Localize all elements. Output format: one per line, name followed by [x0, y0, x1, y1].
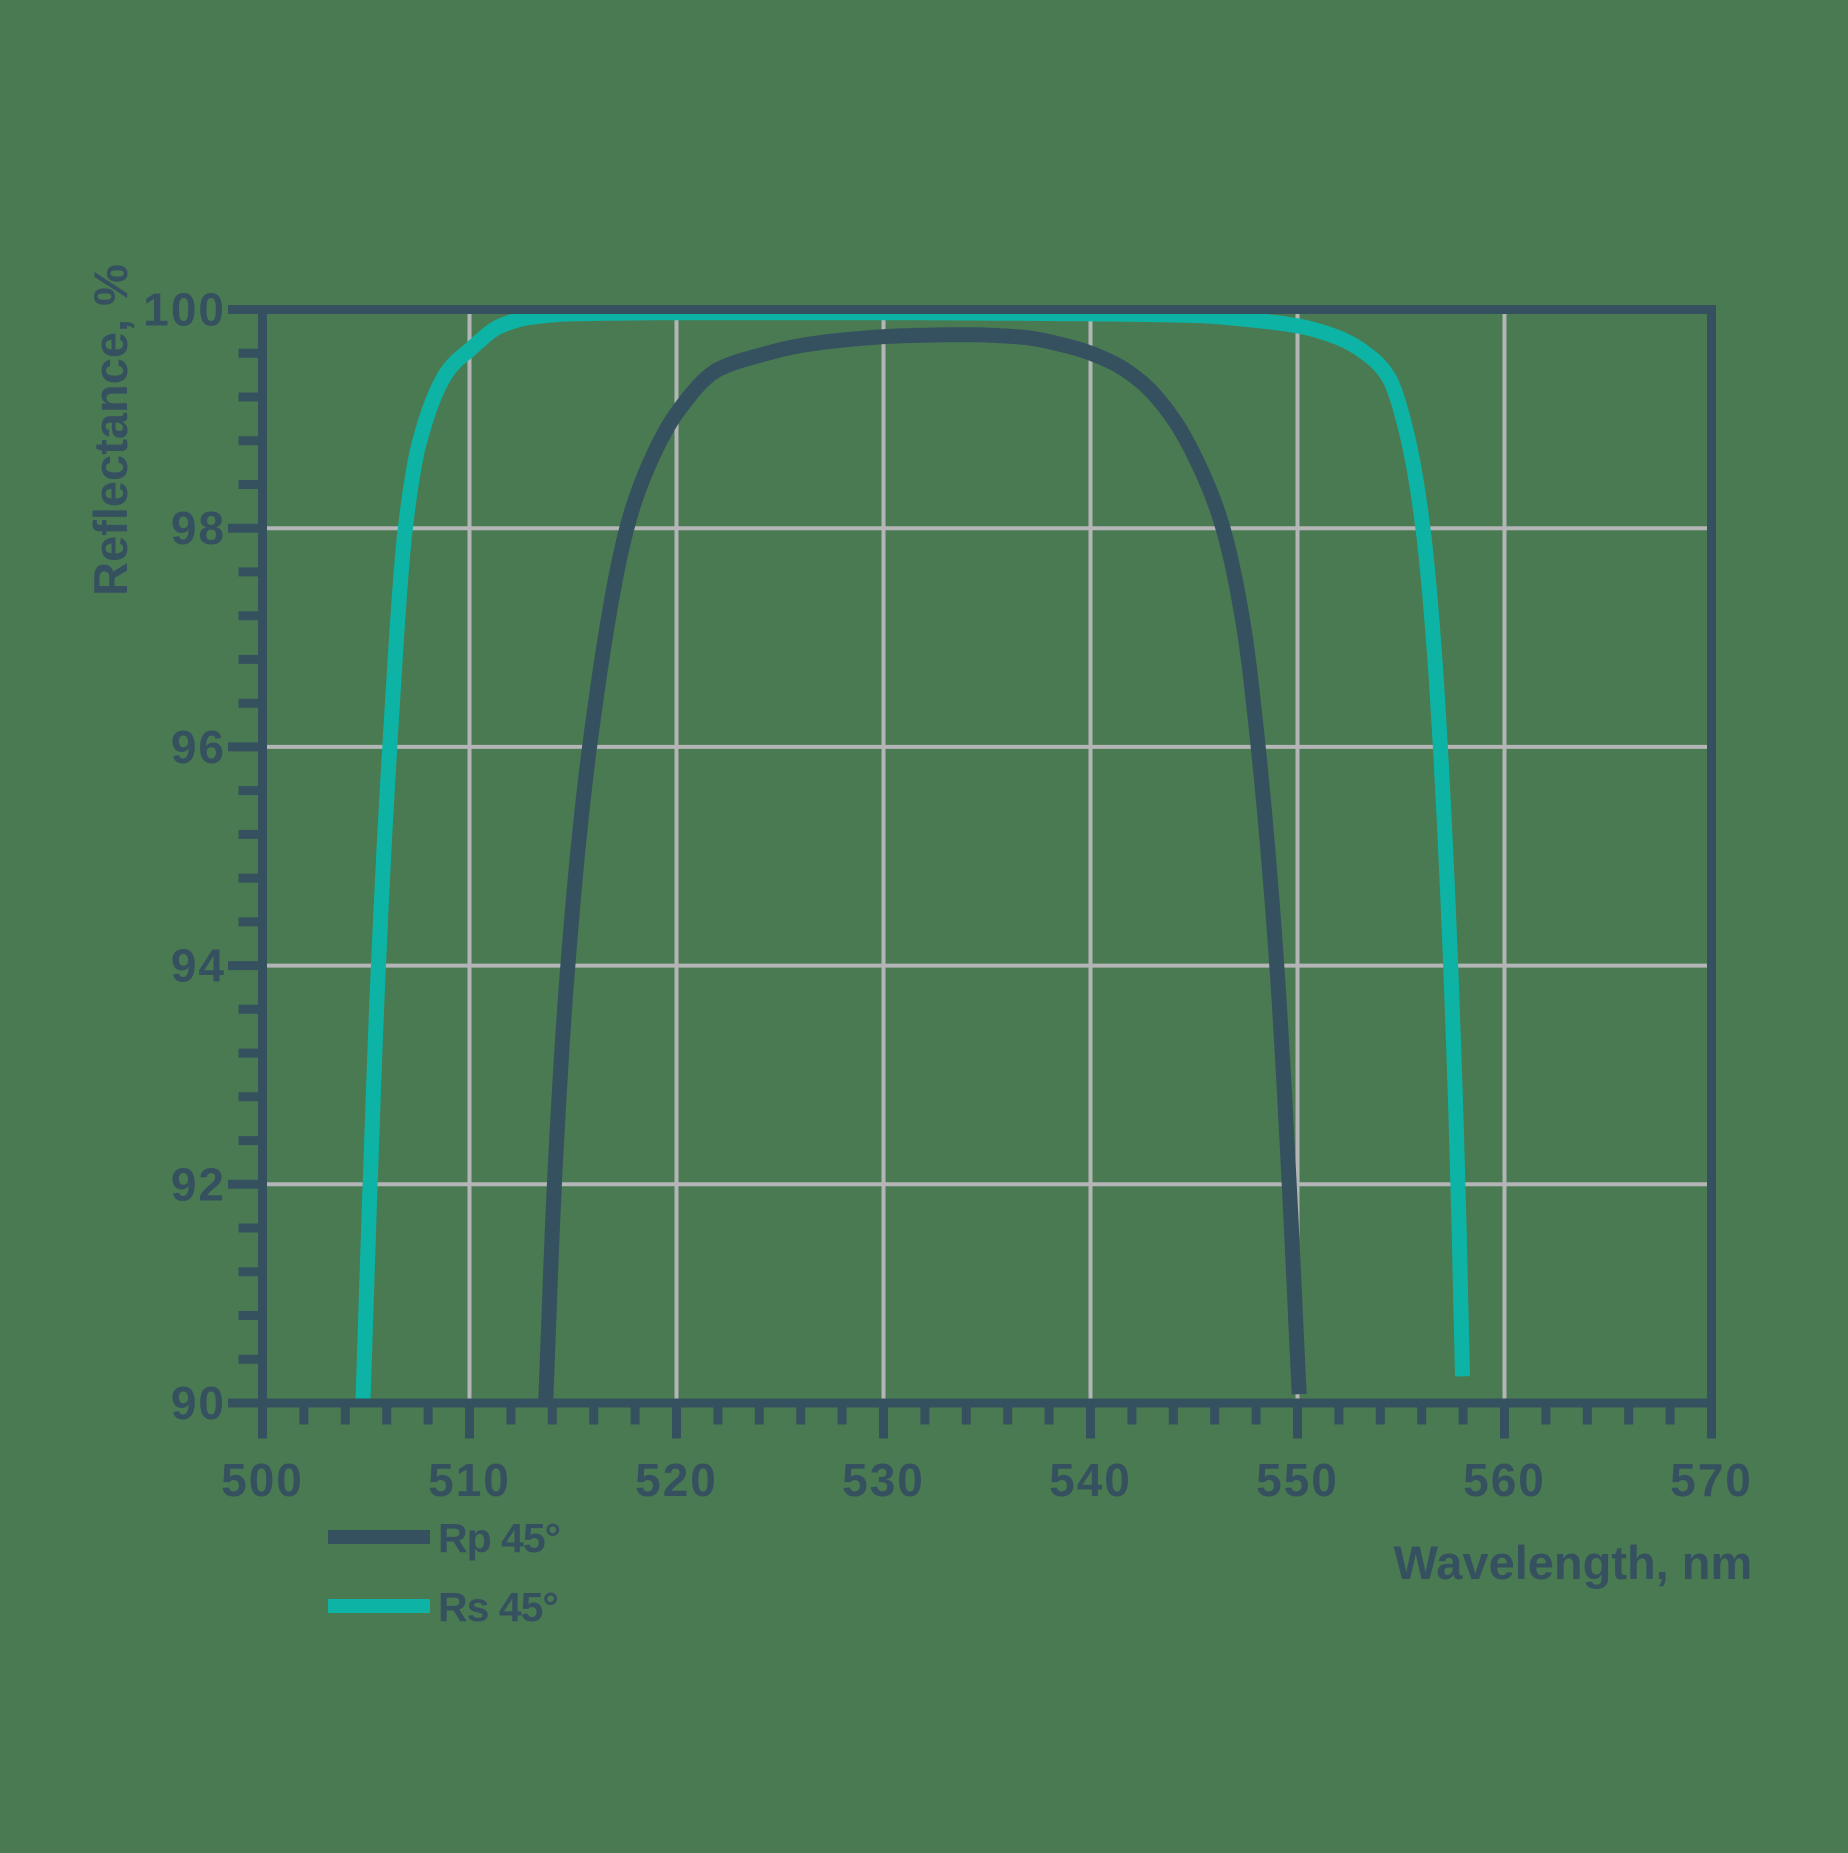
svg-text:500: 500 [221, 1454, 304, 1506]
svg-text:96: 96 [171, 721, 226, 773]
svg-text:92: 92 [171, 1158, 226, 1210]
svg-text:100: 100 [143, 284, 226, 336]
svg-text:550: 550 [1256, 1454, 1339, 1506]
svg-text:98: 98 [171, 502, 226, 554]
svg-text:Rp 45°: Rp 45° [438, 1515, 560, 1561]
svg-text:530: 530 [842, 1454, 925, 1506]
svg-text:570: 570 [1670, 1454, 1753, 1506]
svg-text:520: 520 [635, 1454, 718, 1506]
svg-text:540: 540 [1049, 1454, 1132, 1506]
svg-text:90: 90 [171, 1377, 226, 1429]
svg-text:Wavelength, nm: Wavelength, nm [1394, 1536, 1753, 1589]
svg-text:560: 560 [1463, 1454, 1546, 1506]
svg-text:94: 94 [171, 940, 226, 992]
svg-text:Rs 45°: Rs 45° [438, 1584, 558, 1630]
svg-text:510: 510 [428, 1454, 511, 1506]
svg-text:Reflectance, %: Reflectance, % [84, 264, 137, 596]
